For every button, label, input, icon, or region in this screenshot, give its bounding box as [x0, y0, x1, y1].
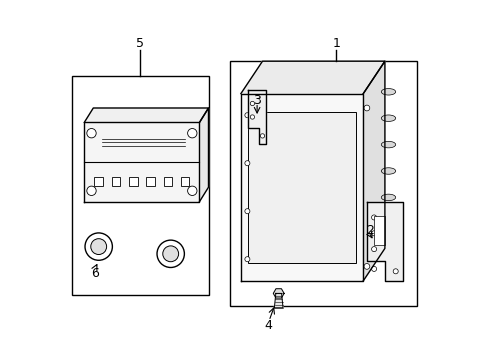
- Circle shape: [363, 105, 369, 111]
- Text: 4: 4: [264, 319, 271, 332]
- Circle shape: [244, 209, 249, 214]
- Bar: [247, 112, 355, 263]
- Text: 5: 5: [136, 37, 144, 50]
- Circle shape: [85, 233, 112, 260]
- Ellipse shape: [381, 194, 395, 201]
- Ellipse shape: [381, 89, 395, 95]
- Bar: [72, 76, 208, 295]
- Circle shape: [250, 102, 254, 106]
- Bar: [373, 216, 384, 245]
- Circle shape: [392, 269, 397, 274]
- Bar: [181, 177, 189, 186]
- Bar: [94, 177, 103, 186]
- Circle shape: [371, 247, 376, 252]
- Circle shape: [87, 129, 96, 138]
- Circle shape: [157, 240, 184, 267]
- Polygon shape: [366, 202, 402, 281]
- Polygon shape: [247, 90, 265, 144]
- Bar: [146, 177, 155, 186]
- Circle shape: [371, 231, 376, 236]
- Polygon shape: [273, 289, 284, 298]
- Ellipse shape: [381, 247, 395, 253]
- Polygon shape: [84, 122, 199, 202]
- Circle shape: [187, 186, 197, 195]
- Ellipse shape: [381, 221, 395, 227]
- Circle shape: [250, 115, 254, 119]
- Circle shape: [91, 239, 106, 255]
- Circle shape: [371, 266, 376, 271]
- Circle shape: [163, 246, 178, 262]
- Text: 3: 3: [253, 94, 261, 107]
- Circle shape: [87, 186, 96, 195]
- Text: 2: 2: [366, 224, 374, 237]
- Text: 6: 6: [91, 267, 99, 280]
- Polygon shape: [274, 293, 283, 308]
- Polygon shape: [241, 61, 384, 94]
- Bar: [163, 177, 172, 186]
- Circle shape: [244, 113, 249, 118]
- Bar: [129, 177, 137, 186]
- Bar: [230, 61, 416, 306]
- Bar: [111, 177, 120, 186]
- Circle shape: [244, 161, 249, 166]
- Ellipse shape: [381, 115, 395, 121]
- Polygon shape: [363, 61, 384, 281]
- Circle shape: [260, 134, 264, 138]
- Text: 1: 1: [332, 37, 340, 50]
- Polygon shape: [199, 108, 208, 202]
- Ellipse shape: [381, 168, 395, 174]
- Polygon shape: [84, 108, 208, 122]
- Polygon shape: [241, 94, 363, 281]
- Ellipse shape: [381, 141, 395, 148]
- Circle shape: [187, 129, 197, 138]
- Circle shape: [371, 215, 376, 220]
- Circle shape: [244, 257, 249, 262]
- Circle shape: [363, 264, 369, 269]
